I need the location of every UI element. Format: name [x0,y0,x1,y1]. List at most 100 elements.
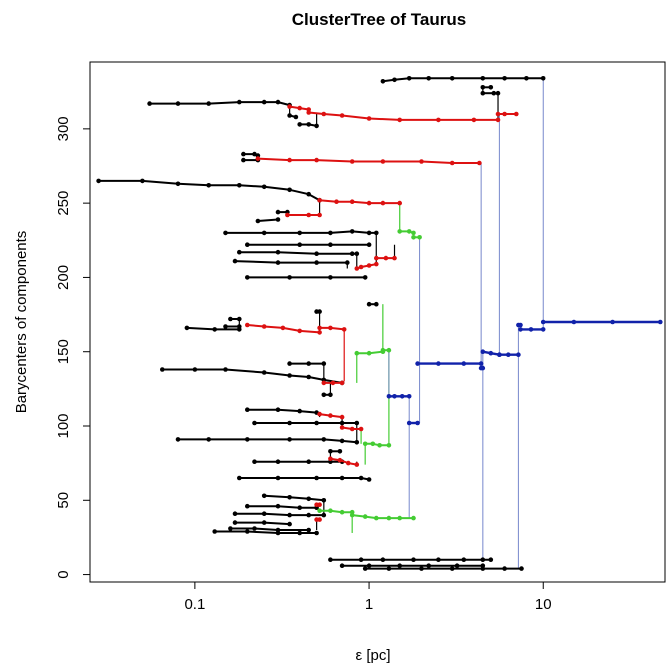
data-point [449,566,455,571]
data-point [354,440,360,445]
y-tick-label: 150 [55,339,72,364]
data-point [275,209,281,215]
data-point [275,407,281,413]
data-point [297,505,303,511]
branch-19 [287,361,327,366]
branch-13 [366,301,379,307]
data-point [328,242,333,247]
data-point [392,77,397,83]
branch-line-55 [319,509,353,514]
data-point [339,563,345,568]
data-point [245,407,250,413]
data-point [314,251,319,256]
data-point [297,530,303,536]
data-point [380,347,386,353]
data-point [411,515,416,521]
branch-21 [245,407,319,415]
data-point [491,90,497,96]
data-point [317,502,322,508]
data-point [223,367,228,372]
branch-64 [415,361,484,366]
data-point [328,325,333,331]
data-point [275,217,281,222]
data-point [287,113,292,118]
data-point [232,258,238,264]
chart-title: ClusterTree of Taurus [292,10,466,29]
x-tick-label: 10 [535,596,552,613]
data-point [349,512,355,518]
branch-52 [328,456,360,467]
branch-line-56 [352,514,414,520]
data-point [362,566,368,571]
data-point [397,563,403,568]
data-point [339,438,345,444]
data-point [212,327,217,332]
data-point [392,255,397,261]
branch-43 [285,212,322,218]
data-point [399,394,405,399]
data-point [184,325,190,331]
data-point [287,104,292,109]
data-point [366,563,372,568]
data-point [261,230,267,236]
data-point [321,437,327,442]
data-point [287,157,292,163]
data-point [386,394,392,399]
data-point [306,527,312,533]
branch-47 [245,322,322,335]
branch-line-7 [257,218,279,222]
data-point [287,187,292,193]
data-point [349,199,355,204]
branch-57 [354,349,386,356]
branch-53 [314,517,322,522]
data-point [287,521,292,527]
branch-18 [160,367,345,386]
data-point [280,325,286,331]
data-point [261,511,267,516]
data-point [426,563,432,568]
data-point [358,475,364,481]
data-point [261,184,267,190]
data-point [374,301,379,307]
data-point [366,301,372,307]
branch-2 [297,122,319,129]
data-point [241,157,246,163]
data-point [497,352,502,358]
data-point [306,212,312,218]
data-point [314,475,319,481]
data-point [287,437,292,442]
data-point [610,319,615,325]
branch-26 [237,475,372,482]
data-point [287,361,292,366]
branch-45 [354,261,379,271]
branch-65 [478,365,486,371]
data-point [275,459,281,465]
data-point [237,183,242,188]
data-point [495,117,501,123]
data-point [293,114,299,120]
data-point [436,361,441,366]
data-point [380,557,386,562]
data-point [317,508,322,513]
data-point [374,515,379,521]
branch-63 [406,420,420,426]
data-point [261,99,267,105]
branch-line-31 [230,527,309,531]
data-point [366,242,372,247]
data-point [160,367,165,372]
data-point [392,394,397,399]
x-tick-label: 1 [365,596,373,613]
data-point [245,322,250,328]
data-point [339,113,345,118]
data-point [397,229,403,234]
data-point [354,350,360,356]
data-point [374,255,379,261]
branch-48 [317,325,347,332]
data-point [245,503,250,509]
data-point [297,242,303,247]
data-point [449,76,455,81]
data-point [245,275,250,280]
data-point [346,460,351,466]
data-point [328,392,333,398]
data-point [245,437,250,442]
